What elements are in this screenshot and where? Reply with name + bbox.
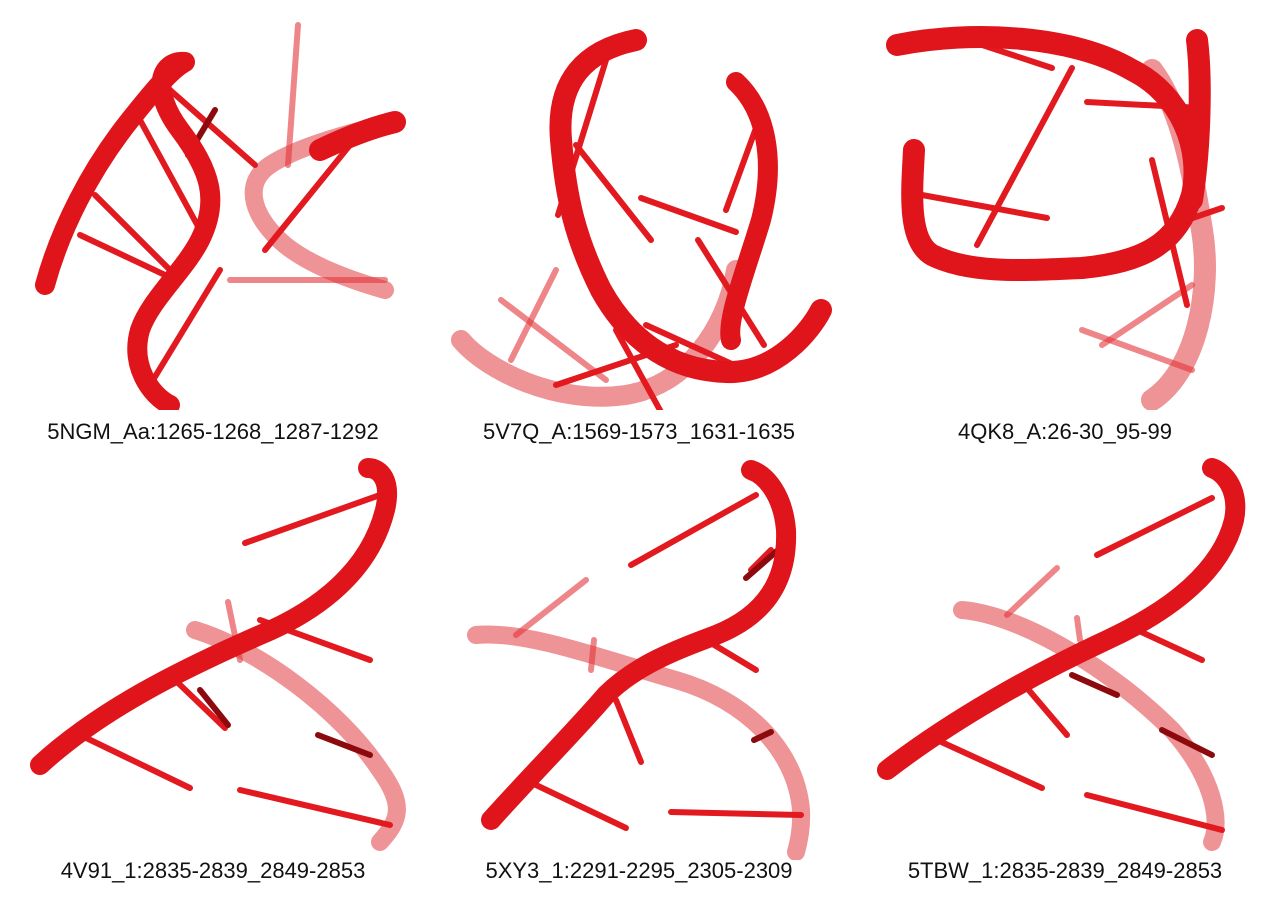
structure-id-label: 4V91_1:2835-2839_2849-2853	[60, 858, 366, 883]
structure-panel-2: 5V7Q_A:1569-1573_1631-1635	[426, 0, 852, 450]
structure-id-label: 5XY3_1:2291-2295_2305-2309	[485, 858, 793, 883]
structure-id-label: 5NGM_Aa:1265-1268_1287-1292	[47, 419, 379, 444]
rna-cartoon-image	[451, 29, 832, 410]
structure-id-label: 5V7Q_A:1569-1573_1631-1635	[483, 419, 795, 444]
structure-panel-1: 5NGM_Aa:1265-1268_1287-1292	[0, 0, 426, 450]
rna-cartoon-image	[886, 26, 1225, 410]
rna-cartoon-image	[35, 22, 406, 410]
structure-id-label: 4QK8_A:26-30_95-99	[957, 419, 1173, 444]
rna-cartoon-image	[877, 458, 1246, 851]
rna-cartoon-image	[467, 460, 811, 860]
structure-id-label: 5TBW_1:2835-2839_2849-2853	[907, 858, 1223, 883]
structure-panel-6: 5TBW_1:2835-2839_2849-2853	[852, 450, 1278, 900]
structure-panel-5: 5XY3_1:2291-2295_2305-2309	[426, 450, 852, 900]
structure-panel-3: 4QK8_A:26-30_95-99	[852, 0, 1278, 450]
rna-cartoon-image	[30, 458, 406, 851]
structure-panel-4: 4V91_1:2835-2839_2849-2853	[0, 450, 426, 900]
